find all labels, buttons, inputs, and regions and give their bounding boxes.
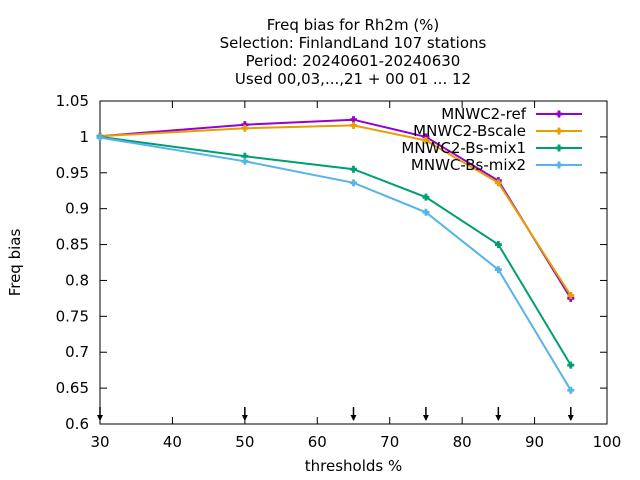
x-tick-labels: 30 40 50 60 70 80 90 100	[90, 433, 621, 451]
data-point	[422, 193, 430, 201]
data-point	[494, 179, 502, 187]
data-point	[494, 241, 502, 249]
y-axis-label: Freq bias	[6, 229, 24, 297]
data-point	[241, 124, 249, 132]
x-tick-label: 30	[90, 433, 109, 451]
data-point	[241, 157, 249, 165]
legend-item: MNWC2-Bs-mix1	[401, 139, 582, 157]
data-point	[567, 386, 575, 394]
legend-marker	[555, 144, 563, 152]
legend-label: MNWC2-ref	[441, 105, 526, 123]
data-point	[350, 116, 357, 124]
x-tick-label: 100	[593, 433, 622, 451]
y-tick-label: 0.9	[65, 200, 89, 218]
threshold-arrow	[241, 407, 248, 421]
data-point	[350, 165, 357, 173]
threshold-arrow	[97, 407, 103, 421]
chart-title: Freq bias for Rh2m (%)Selection: Finland…	[220, 16, 487, 88]
title-line: Used 00,03,...,21 + 00 01 ... 12	[235, 70, 471, 88]
legend: MNWC2-refMNWC2-BscaleMNWC2-Bs-mix1MNWC-B…	[401, 105, 582, 174]
x-tick-label: 70	[380, 433, 399, 451]
data-point	[241, 121, 249, 129]
data-point	[350, 121, 357, 129]
data-point	[422, 136, 430, 144]
y-tick-label: 0.7	[65, 343, 89, 361]
legend-item: MNWC2-Bscale	[413, 122, 582, 140]
legend-marker	[555, 127, 563, 135]
y-tick-label: 0.6	[65, 415, 89, 433]
x-tick-label: 60	[308, 433, 327, 451]
x-tick-label: 40	[163, 433, 182, 451]
threshold-arrows	[97, 407, 574, 421]
legend-item: MNWC-Bs-mix2	[411, 156, 582, 174]
data-point	[350, 179, 357, 187]
data-point	[422, 133, 430, 141]
legend-item: MNWC2-ref	[441, 105, 582, 123]
data-point	[241, 152, 249, 160]
data-point	[96, 134, 104, 142]
axis-ticks	[99, 100, 608, 425]
y-tick-label: 0.65	[56, 379, 89, 397]
data-point	[567, 361, 575, 369]
x-tick-label: 50	[235, 433, 254, 451]
legend-label: MNWC2-Bscale	[413, 122, 526, 140]
y-tick-label: 0.85	[56, 236, 89, 254]
threshold-arrow	[495, 407, 502, 421]
title-line: Selection: FinlandLand 107 stations	[220, 34, 487, 52]
x-tick-label: 90	[525, 433, 544, 451]
y-tick-label: 0.8	[65, 271, 89, 289]
data-point	[567, 292, 575, 300]
data-point	[494, 266, 502, 274]
data-point	[422, 208, 430, 216]
legend-label: MNWC2-Bs-mix1	[401, 139, 526, 157]
y-tick-labels: 0.6 0.65 0.7 0.75 0.8 0.85 0.9 0.95 1 1.05	[56, 92, 89, 433]
title-line: Period: 20240601-20240630	[246, 52, 461, 70]
title-line: Freq bias for Rh2m (%)	[267, 16, 440, 34]
series-lines	[96, 116, 575, 394]
legend-marker	[555, 161, 563, 169]
threshold-arrow	[350, 407, 357, 421]
series-3	[96, 134, 575, 394]
series-line	[99, 135, 572, 366]
y-tick-label: 1.05	[56, 92, 89, 110]
legend-marker	[555, 110, 563, 118]
threshold-arrow	[422, 407, 429, 421]
y-tick-label: 0.95	[56, 164, 89, 182]
series-line	[99, 136, 572, 391]
x-axis-label: thresholds %	[305, 457, 402, 475]
y-tick-label: 0.75	[56, 307, 89, 325]
legend-label: MNWC-Bs-mix2	[411, 156, 526, 174]
series-line	[99, 124, 572, 297]
x-tick-label: 80	[453, 433, 472, 451]
y-tick-label: 1	[79, 128, 89, 146]
threshold-arrow	[567, 407, 574, 421]
plot-frame	[99, 100, 608, 425]
